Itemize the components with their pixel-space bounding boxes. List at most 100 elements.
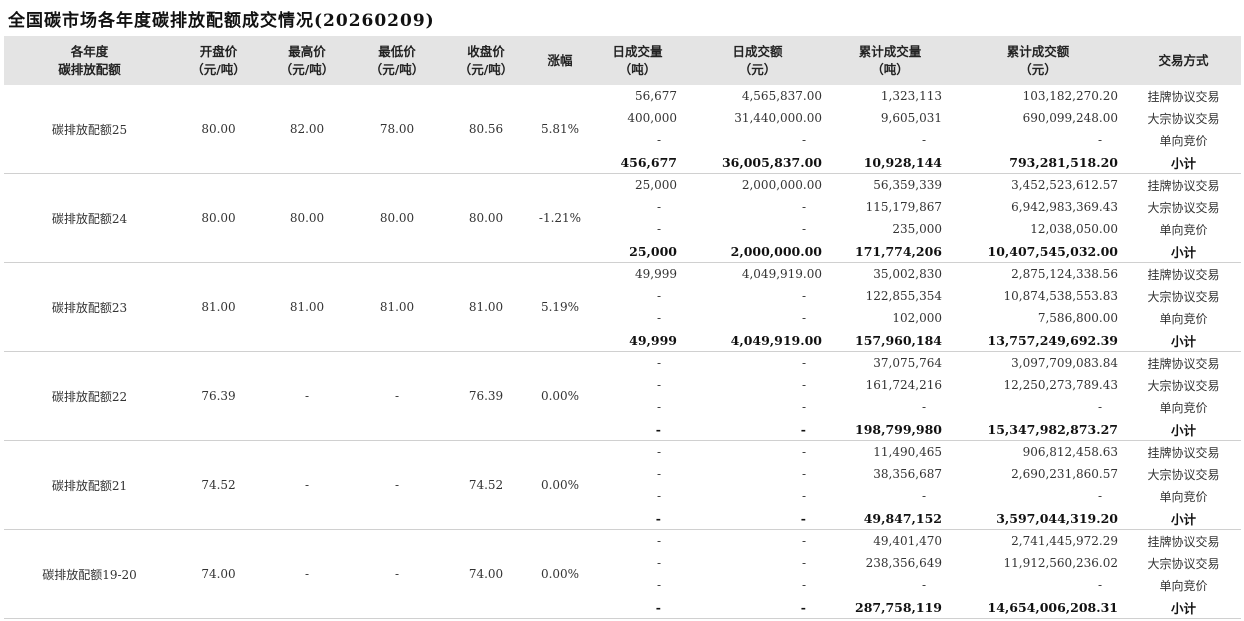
cumulative-amount: 15,347,982,873.27 <box>950 418 1126 441</box>
trade-method: 单向竞价 <box>1159 311 1208 326</box>
daily-volume: - <box>656 356 661 370</box>
header-high-price: 最高价 （元/吨） <box>262 36 352 85</box>
open-price: 74.00 <box>175 529 262 619</box>
daily-volume: - <box>590 418 685 441</box>
change-pct: 0.00% <box>530 529 590 619</box>
table-row: - - 115,179,867 6,942,983,369.43 大宗协议交易 <box>4 196 1241 218</box>
low-price: 81.00 <box>352 262 442 352</box>
open-price: 81.00 <box>175 262 262 352</box>
table-row: 碳排放配额25 80.00 82.00 78.00 80.56 5.81% 56,677 4,… <box>4 85 1241 174</box>
cumulative-volume: 102,000 <box>892 311 942 325</box>
cumulative-volume: 115,179,867 <box>865 200 942 214</box>
cumulative-volume: 287,758,119 <box>830 596 950 619</box>
cumulative-volume: 11,490,465 <box>873 445 942 459</box>
cumulative-amount: 14,654,006,208.31 <box>950 596 1126 619</box>
header-low-price: 最低价 （元/吨） <box>352 36 442 85</box>
cumulative-volume: 49,401,470 <box>873 534 942 548</box>
cumulative-volume: 171,774,206 <box>830 240 950 263</box>
trade-method: 挂牌协议交易 <box>1147 356 1220 371</box>
daily-volume: 49,999 <box>590 329 685 352</box>
table-row: - - 235,000 12,038,050.00 单向竞价 <box>4 218 1241 240</box>
header-change: 涨幅 <box>530 36 590 85</box>
table-row: 碳排放配额19-20 74.00- -74.00 0.00% - -49,401,470 2… <box>4 529 1241 619</box>
header-daily-amount: 日成交额 （元） <box>685 36 830 85</box>
open-price: 76.39 <box>175 351 262 441</box>
daily-amount: - <box>801 378 806 392</box>
close-price: 74.00 <box>442 529 530 619</box>
trade-method: 单向竞价 <box>1159 222 1208 237</box>
table-row: - - 238,356,649 11,912,560,236.02 大宗协议交易 <box>4 552 1241 574</box>
header-cumulative-amount: 累计成交额 （元） <box>950 36 1126 85</box>
header-daily-volume: 日成交量 （吨） <box>590 36 685 85</box>
cumulative-volume: 161,724,216 <box>865 378 942 392</box>
change-pct: -1.21% <box>530 173 590 263</box>
table-row: 400,000 31,440,000.00 9,605,031 690,099,248… <box>4 107 1241 129</box>
cumulative-volume: 10,928,144 <box>830 151 950 174</box>
cumulative-amount: 7,586,800.00 <box>1037 311 1118 325</box>
change-pct: 0.00% <box>530 440 590 530</box>
trade-method: 小计 <box>1126 329 1241 352</box>
low-price: 80.00 <box>352 173 442 263</box>
cumulative-volume: - <box>921 400 926 414</box>
allowance-name: 碳排放配额21 <box>4 440 175 530</box>
daily-amount: 36,005,837.00 <box>685 151 830 174</box>
header-allowance: 各年度 碳排放配额 <box>4 36 175 85</box>
cumulative-volume: 235,000 <box>892 222 942 236</box>
trade-method: 单向竞价 <box>1159 578 1208 593</box>
header-open-price: 开盘价 （元/吨） <box>175 36 262 85</box>
daily-amount: - <box>685 418 830 441</box>
trade-method: 挂牌协议交易 <box>1147 267 1220 282</box>
cumulative-volume: 37,075,764 <box>873 356 942 370</box>
allowance-name: 碳排放配额22 <box>4 351 175 441</box>
daily-volume: - <box>656 200 661 214</box>
daily-amount: - <box>685 596 830 619</box>
cumulative-amount: - <box>1097 133 1102 147</box>
change-pct: 0.00% <box>530 351 590 441</box>
trade-method: 大宗协议交易 <box>1147 556 1220 571</box>
trade-method: 小计 <box>1126 596 1241 619</box>
daily-amount: - <box>801 467 806 481</box>
cumulative-amount: - <box>1097 489 1102 503</box>
table-row: - - 161,724,216 12,250,273,789.43 大宗协议交易 <box>4 374 1241 396</box>
daily-amount: 4,565,837.00 <box>741 89 822 103</box>
cumulative-amount: 690,099,248.00 <box>1022 111 1118 125</box>
daily-amount: - <box>685 507 830 530</box>
cumulative-volume: 9,605,031 <box>880 111 942 125</box>
high-price: 81.00 <box>262 262 352 352</box>
cumulative-amount: 2,741,445,972.29 <box>1011 534 1118 548</box>
cumulative-volume: - <box>921 489 926 503</box>
table-row: 碳排放配额23 81.00 81.00 81.00 81.00 5.19% 49,999 4,… <box>4 262 1241 352</box>
low-price: - <box>352 440 442 530</box>
trade-method: 小计 <box>1126 507 1241 530</box>
daily-amount: - <box>801 222 806 236</box>
cumulative-volume: - <box>921 578 926 592</box>
subtotal-row: 25,000 2,000,000.00 171,774,206 10,407,545,… <box>4 240 1241 263</box>
daily-amount: - <box>801 311 806 325</box>
trade-method: 单向竞价 <box>1159 133 1208 148</box>
daily-volume: 49,999 <box>635 267 677 281</box>
table-row: - - - - 单向竞价 <box>4 396 1241 418</box>
subtotal-row: 49,999 4,049,919.00 157,960,184 13,757,249,… <box>4 329 1241 352</box>
trade-method: 大宗协议交易 <box>1147 200 1220 215</box>
daily-volume: - <box>656 445 661 459</box>
daily-amount: 2,000,000.00 <box>685 240 830 263</box>
cumulative-amount: 12,250,273,789.43 <box>1003 378 1118 392</box>
table-row: - - - - 单向竞价 <box>4 129 1241 151</box>
cumulative-volume: 238,356,649 <box>865 556 942 570</box>
table-row: 碳排放配额21 74.52- -74.52 0.00% - -11,490,465 906,… <box>4 440 1241 530</box>
trade-method: 大宗协议交易 <box>1147 467 1220 482</box>
table-row: - - - - 单向竞价 <box>4 485 1241 507</box>
subtotal-row: - -198,799,980 15,347,982,873.27 小计 <box>4 418 1241 441</box>
trade-method: 单向竞价 <box>1159 489 1208 504</box>
subtotal-row: - -287,758,119 14,654,006,208.31 小计 <box>4 596 1241 619</box>
cumulative-amount: 11,912,560,236.02 <box>1003 556 1118 570</box>
high-price: 82.00 <box>262 85 352 174</box>
cumulative-amount: 12,038,050.00 <box>1030 222 1118 236</box>
daily-amount: - <box>801 489 806 503</box>
cumulative-amount: 3,597,044,319.20 <box>950 507 1126 530</box>
table-row: - - - - 单向竞价 <box>4 574 1241 596</box>
low-price: - <box>352 351 442 441</box>
table-row: 碳排放配额24 80.00 80.00 80.00 80.00 -1.21% 25,000 2… <box>4 173 1241 263</box>
table-row: - - 102,000 7,586,800.00 单向竞价 <box>4 307 1241 329</box>
daily-volume: 25,000 <box>635 178 677 192</box>
